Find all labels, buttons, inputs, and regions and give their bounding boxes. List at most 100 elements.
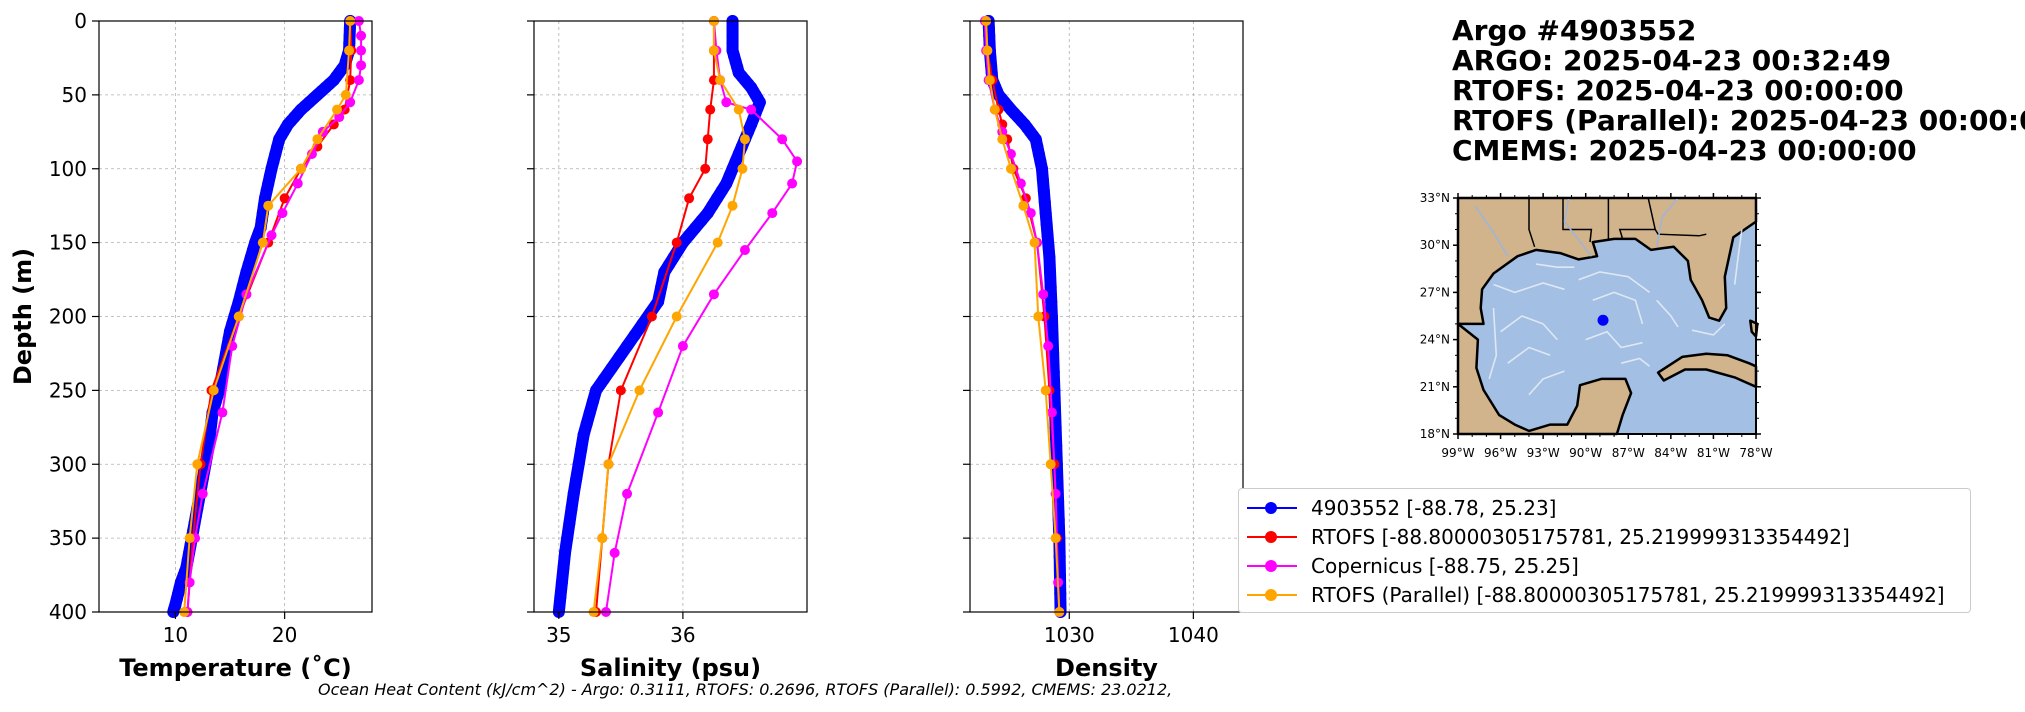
data-point <box>277 208 288 219</box>
data-point <box>1054 587 1067 600</box>
data-point <box>1045 310 1058 323</box>
data-point <box>1040 385 1051 396</box>
series-group <box>979 15 1067 618</box>
data-point <box>586 395 599 408</box>
legend-entry: RTOFS (Parallel) [-88.80000305175781, 25… <box>1245 580 1970 609</box>
map-frame <box>1457 197 1757 435</box>
data-point <box>628 328 641 341</box>
data-point <box>1018 200 1029 211</box>
data-point <box>737 163 748 174</box>
x-axis-label: Temperature (˚C) <box>119 654 352 682</box>
y-tick-label: 250 <box>49 378 87 402</box>
data-point <box>577 428 590 441</box>
data-point <box>565 502 578 515</box>
data-point <box>727 200 738 211</box>
x-tick-label: 10 <box>163 623 188 647</box>
data-point <box>1046 407 1057 418</box>
x-tick-label: 36 <box>670 623 695 647</box>
data-point <box>1025 208 1036 219</box>
data-point <box>636 317 649 330</box>
y-tick-label: 300 <box>49 452 87 476</box>
current-streamline <box>1578 271 1651 294</box>
data-point <box>296 163 307 174</box>
data-point <box>554 591 567 604</box>
lat-tick-label: 27°N <box>1420 285 1450 299</box>
current-streamline <box>1585 330 1643 349</box>
legend-label: Copernicus [-88.75, 25.25] <box>1311 553 1579 578</box>
data-point <box>583 406 596 419</box>
current-streamline <box>1528 370 1565 396</box>
data-point <box>1039 207 1052 220</box>
data-point <box>705 104 716 115</box>
lon-tick-label: 78°W <box>1739 446 1772 460</box>
legend-swatch <box>1245 556 1299 576</box>
data-point <box>167 604 180 617</box>
x-tick-label: 1040 <box>1168 623 1219 647</box>
series-group <box>552 15 803 618</box>
data-point <box>989 104 1000 115</box>
x-tick-label: 35 <box>546 623 571 647</box>
data-point <box>597 533 608 544</box>
data-point <box>292 178 303 189</box>
data-point <box>184 533 195 544</box>
data-point <box>712 237 723 248</box>
y-tick-label: 150 <box>49 231 87 255</box>
lat-tick-label: 24°N <box>1420 333 1450 347</box>
data-point <box>615 385 626 396</box>
data-point <box>653 407 664 418</box>
data-point <box>356 60 367 71</box>
x-axis-label: Salinity (psu) <box>580 654 761 682</box>
state-border <box>1618 197 1657 240</box>
land-mexico <box>1456 322 1633 436</box>
data-point <box>767 208 778 219</box>
data-point <box>708 289 719 300</box>
data-point <box>1043 341 1054 352</box>
data-point <box>563 517 576 530</box>
current-streamline <box>1733 229 1743 285</box>
data-point <box>677 341 688 352</box>
data-point <box>671 311 682 322</box>
data-point <box>634 385 645 396</box>
data-point <box>787 178 798 189</box>
data-point <box>204 425 217 438</box>
data-point <box>590 384 603 397</box>
state-border <box>1654 229 1707 237</box>
y-tick-label: 50 <box>62 83 87 107</box>
data-point <box>1051 476 1064 489</box>
data-point <box>715 75 726 86</box>
y-axis-label: Depth (m) <box>9 248 37 385</box>
legend-entry: Copernicus [-88.75, 25.25] <box>1245 551 1970 580</box>
data-point <box>792 156 803 167</box>
data-point <box>1042 240 1055 253</box>
cmems-time: CMEMS: 2025-04-23 00:00:00 <box>1452 134 1917 167</box>
data-point <box>605 362 618 375</box>
data-point <box>208 385 219 396</box>
data-point <box>263 200 274 211</box>
salinity-panel: 35 36 Salinity (psu) <box>527 15 808 682</box>
data-point <box>1045 459 1056 470</box>
data-point <box>622 488 633 499</box>
legend-label: RTOFS [-88.80000305175781, 25.2199993133… <box>1311 524 1850 549</box>
data-point <box>580 417 593 430</box>
data-point <box>671 237 682 248</box>
data-point <box>233 311 244 322</box>
current-streamline <box>1493 282 1565 294</box>
data-point <box>572 458 585 471</box>
lat-tick-label: 18°N <box>1420 427 1450 441</box>
lat-tick-label: 30°N <box>1420 238 1450 252</box>
legend-swatch <box>1245 585 1299 605</box>
data-point <box>1044 280 1057 293</box>
data-point <box>345 97 356 108</box>
data-point <box>1005 148 1016 159</box>
data-point <box>306 148 317 159</box>
data-point <box>217 407 228 418</box>
x-axis-label: Density <box>1055 654 1158 682</box>
data-point <box>613 351 626 364</box>
legend: 4903552 [-88.78, 25.23] RTOFS [-88.80000… <box>1238 488 1971 613</box>
lon-tick-label: 99°W <box>1441 446 1474 460</box>
data-point <box>597 373 610 386</box>
data-point <box>1046 328 1059 341</box>
data-point <box>1036 173 1049 186</box>
data-point <box>197 488 208 499</box>
current-streamline <box>1691 323 1726 336</box>
